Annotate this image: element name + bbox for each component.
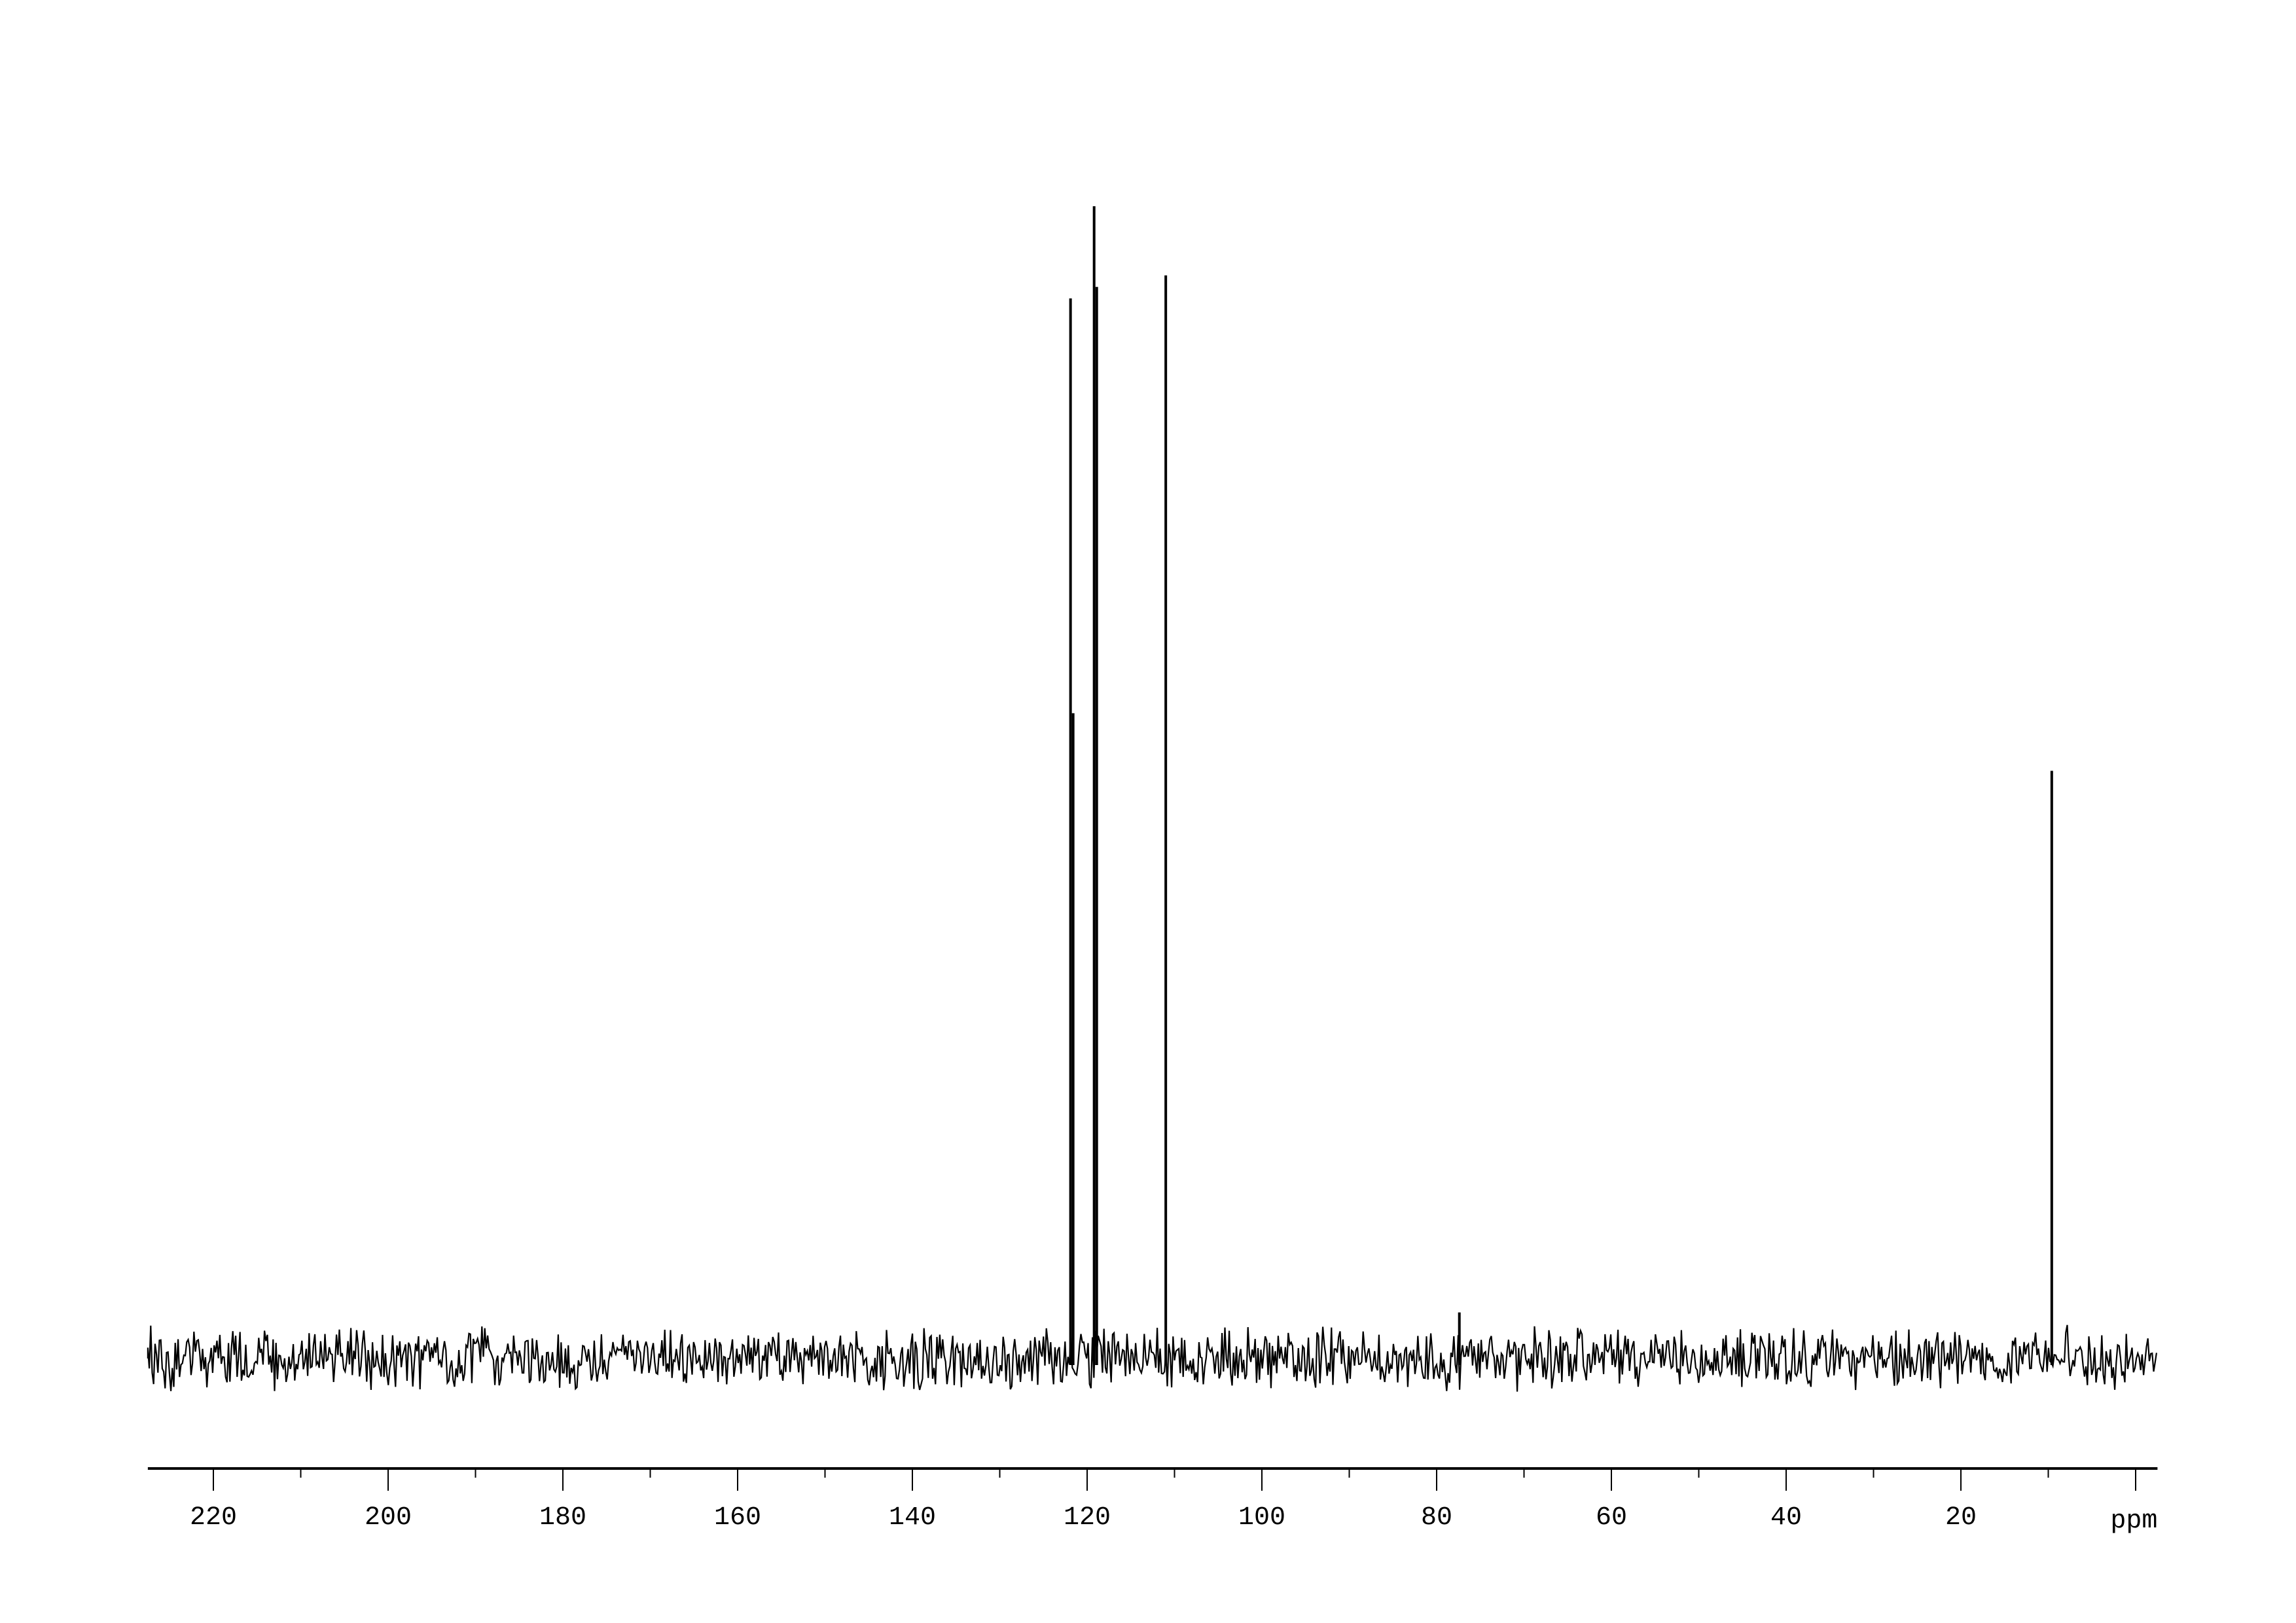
x-axis-label: ppm — [2110, 1506, 2157, 1536]
tick-label: 100 — [1238, 1503, 1285, 1533]
tick-label: 60 — [1596, 1503, 1627, 1533]
tick-label: 220 — [190, 1503, 237, 1533]
tick-label: 20 — [1945, 1503, 1977, 1533]
tick-label: 120 — [1064, 1503, 1111, 1533]
spectrum-trace — [147, 1324, 2157, 1392]
peaks — [1069, 206, 2053, 1365]
x-axis-ticks — [213, 1468, 2136, 1491]
tick-label: 180 — [539, 1503, 586, 1533]
tick-label: 140 — [889, 1503, 936, 1533]
tick-label: 80 — [1421, 1503, 1452, 1533]
baseline-noise — [147, 1324, 2157, 1392]
tick-label: 200 — [365, 1503, 412, 1533]
tick-label: 40 — [1770, 1503, 1802, 1533]
x-axis-tick-labels: 220 200 180 160 140 120 100 80 60 40 20 — [190, 1503, 1977, 1533]
tick-label: 160 — [714, 1503, 761, 1533]
